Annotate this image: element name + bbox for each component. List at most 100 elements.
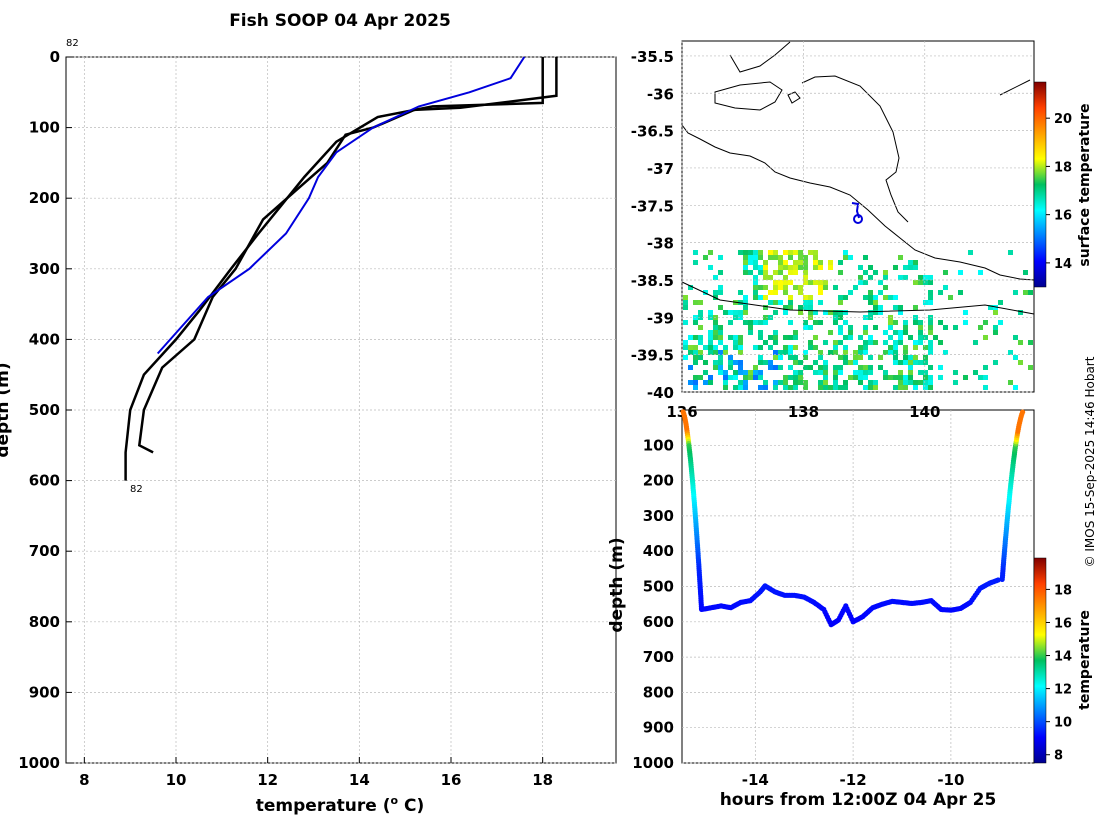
sst-pixel <box>943 270 948 275</box>
sst-pixel <box>753 320 758 325</box>
sst-pixel <box>813 360 818 365</box>
sst-pixel <box>918 320 923 325</box>
sst-pixel <box>923 385 928 390</box>
sst-pixel <box>738 290 743 295</box>
sst-pixel <box>798 375 803 380</box>
section-x-label: hours from 12:00Z 04 Apr 25 <box>720 790 997 810</box>
sst-pixel <box>788 355 793 360</box>
sst-pixel <box>773 300 778 305</box>
sst-pixel <box>753 285 758 290</box>
sst-pixel <box>823 280 828 285</box>
sst-pixel <box>908 360 913 365</box>
sst-pixel <box>873 270 878 275</box>
sst-pixel <box>838 340 843 345</box>
sst-pixel <box>868 380 873 385</box>
sst-pixel <box>803 355 808 360</box>
sst-pixel <box>728 360 733 365</box>
sst-pixel <box>848 255 853 260</box>
sst-pixel <box>718 325 723 330</box>
sst-pixel <box>893 340 898 345</box>
sst-pixel <box>918 280 923 285</box>
sst-pixel <box>758 370 763 375</box>
sst-pixel <box>893 320 898 325</box>
sst-pixel <box>758 360 763 365</box>
sst-pixel <box>843 385 848 390</box>
sst-pixel <box>743 270 748 275</box>
sst-pixel <box>803 380 808 385</box>
sst-pixel <box>758 320 763 325</box>
sst-pixel <box>693 375 698 380</box>
sst-pixel <box>868 295 873 300</box>
section-point <box>1020 409 1026 415</box>
sst-pixel <box>818 320 823 325</box>
sst-pixel <box>708 330 713 335</box>
sst-pixel <box>763 295 768 300</box>
sst-pixel <box>733 370 738 375</box>
profile-line-profile-3 <box>156 56 526 355</box>
sst-pixel <box>743 295 748 300</box>
sst-pixel <box>738 350 743 355</box>
sst-pixel <box>898 375 903 380</box>
sst-pixel <box>718 270 723 275</box>
sst-pixel <box>833 285 838 290</box>
sst-pixel <box>743 370 748 375</box>
map-y-tick-label: -37 <box>647 160 674 178</box>
sst-pixel <box>783 350 788 355</box>
sst-pixel <box>768 345 773 350</box>
sst-pixel <box>718 255 723 260</box>
sst-pixel <box>858 365 863 370</box>
sst-pixel <box>898 385 903 390</box>
sst-pixel <box>798 255 803 260</box>
sst-pixel <box>803 260 808 265</box>
sst-pixel <box>798 310 803 315</box>
sst-pixel <box>883 340 888 345</box>
profile-grid <box>66 56 616 764</box>
sst-pixel <box>783 305 788 310</box>
sst-pixel <box>768 360 773 365</box>
sst-pixel <box>803 305 808 310</box>
sst-pixel <box>863 370 868 375</box>
sst-pixel <box>793 330 798 335</box>
coastline-3 <box>681 41 1035 315</box>
map-colorbar-tick-label: 18 <box>1054 160 1072 175</box>
sst-pixel <box>913 280 918 285</box>
sst-pixel <box>918 275 923 280</box>
sst-pixel <box>763 380 768 385</box>
profile-top-label: 82 <box>66 38 79 49</box>
sst-pixel <box>898 360 903 365</box>
sst-pixel <box>818 260 823 265</box>
profile-y-tick-label: 600 <box>29 472 60 490</box>
sst-pixel <box>983 335 988 340</box>
sst-pixel <box>778 270 783 275</box>
section-y-tick-label: 800 <box>643 683 674 701</box>
sst-pixel <box>778 365 783 370</box>
sst-pixel <box>803 350 808 355</box>
sst-pixel <box>993 360 998 365</box>
sst-pixel <box>813 255 818 260</box>
profile-x-tick-label: 14 <box>349 771 370 789</box>
section-colorbar-tick-label: 8 <box>1054 749 1063 764</box>
sst-pixel <box>908 260 913 265</box>
profile-x-tick-label: 8 <box>79 771 89 789</box>
sst-pixels <box>683 250 1033 390</box>
section-colorbar-ticks: 8 10 12 14 16 18 <box>1046 583 1072 764</box>
sst-pixel <box>823 365 828 370</box>
sst-pixel <box>903 345 908 350</box>
sst-pixel <box>813 260 818 265</box>
ship-position <box>853 214 863 224</box>
sst-pixel <box>808 305 813 310</box>
profile-panel: 8 10 12 14 16 18 0 100 200 300 400 500 600 700 800 900 1… <box>0 38 617 816</box>
sst-pixel <box>788 280 793 285</box>
map-x-tick-label: 138 <box>788 403 819 421</box>
sst-pixel <box>868 290 873 295</box>
sst-pixel <box>788 365 793 370</box>
sst-pixel <box>883 275 888 280</box>
sst-pixel <box>688 350 693 355</box>
sst-pixel <box>853 350 858 355</box>
sst-pixel <box>798 305 803 310</box>
sst-pixel <box>873 340 878 345</box>
sst-pixel <box>828 330 833 335</box>
sst-pixel <box>718 340 723 345</box>
sst-pixel <box>863 345 868 350</box>
sst-pixel <box>753 265 758 270</box>
